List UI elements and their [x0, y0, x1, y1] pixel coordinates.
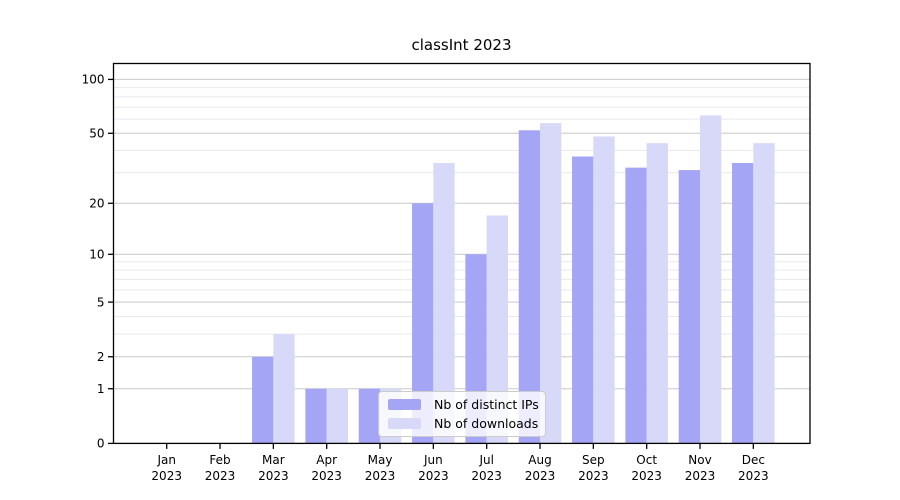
y-tick-label: 2	[97, 350, 105, 364]
bar-downloads-apr	[326, 388, 348, 444]
x-tick-label-year: 2023	[311, 469, 342, 483]
axes-frame	[112, 62, 811, 445]
bar-downloads-sep	[593, 136, 615, 444]
x-tick-label-month: May	[368, 453, 393, 467]
legend-item-distinct-ips: Nb of distinct IPs	[388, 397, 545, 412]
bar-distinct-ips-nov	[678, 170, 700, 444]
bar-downloads-aug	[540, 123, 562, 444]
y-tick-label: 0	[97, 437, 105, 451]
bar-distinct-ips-sep	[572, 156, 594, 444]
bar-downloads-mar	[273, 334, 295, 444]
bar-downloads-nov	[700, 115, 722, 444]
x-tick-label-month: Apr	[316, 453, 337, 467]
legend-label-downloads: Nb of downloads	[434, 416, 539, 431]
bar-downloads-jun	[433, 162, 455, 444]
bar-distinct-ips-oct	[625, 167, 647, 444]
legend-label-distinct-ips: Nb of distinct IPs	[434, 397, 539, 412]
bar-distinct-ips-may	[358, 388, 381, 444]
x-tick-label-year: 2023	[578, 469, 609, 483]
x-tick-label-month: Sep	[582, 453, 605, 467]
y-tick-label: 5	[97, 295, 105, 309]
bar-distinct-ips-mar	[252, 356, 274, 444]
x-tick-label-month: Feb	[209, 453, 230, 467]
bar-downloads-dec	[753, 143, 775, 444]
x-tick-label-year: 2023	[151, 469, 182, 483]
bar-distinct-ips-aug	[518, 130, 541, 444]
y-tick-label: 50	[89, 127, 104, 141]
bar-distinct-ips-jun	[412, 203, 434, 444]
legend-item-downloads: Nb of downloads	[388, 416, 545, 431]
y-tick-label: 20	[89, 196, 104, 210]
chart-title: classInt 2023	[411, 36, 512, 54]
bar-downloads-jul	[486, 215, 508, 444]
x-tick-label-year: 2023	[685, 469, 716, 483]
x-tick-label-year: 2023	[418, 469, 449, 483]
x-tick-label-year: 2023	[525, 469, 556, 483]
x-tick-label-year: 2023	[738, 469, 769, 483]
bar-distinct-ips-dec	[732, 162, 754, 444]
x-tick-label-year: 2023	[258, 469, 289, 483]
legend: Nb of distinct IPs Nb of downloads	[378, 391, 546, 437]
x-tick-label-month: Oct	[636, 453, 657, 467]
y-tick-label: 100	[82, 73, 105, 87]
x-tick-label-month: Mar	[262, 453, 285, 467]
x-tick-label-year: 2023	[471, 469, 502, 483]
y-tick-label: 1	[97, 382, 105, 396]
x-tick-label-month: Jul	[478, 453, 493, 467]
legend-swatch-downloads	[388, 418, 421, 429]
x-tick-label-year: 2023	[365, 469, 396, 483]
bar-downloads-oct	[646, 143, 668, 444]
legend-swatch-distinct-ips	[388, 399, 421, 410]
x-tick-label-month: Jun	[423, 453, 443, 467]
y-tick-label: 10	[89, 247, 104, 261]
bar-distinct-ips-apr	[305, 388, 327, 444]
x-tick-label-year: 2023	[631, 469, 662, 483]
x-tick-label-month: Nov	[688, 453, 711, 467]
x-tick-label-month: Jan	[156, 453, 176, 467]
x-tick-label-year: 2023	[205, 469, 236, 483]
x-tick-label-month: Aug	[528, 453, 551, 467]
x-tick-label-month: Dec	[742, 453, 765, 467]
